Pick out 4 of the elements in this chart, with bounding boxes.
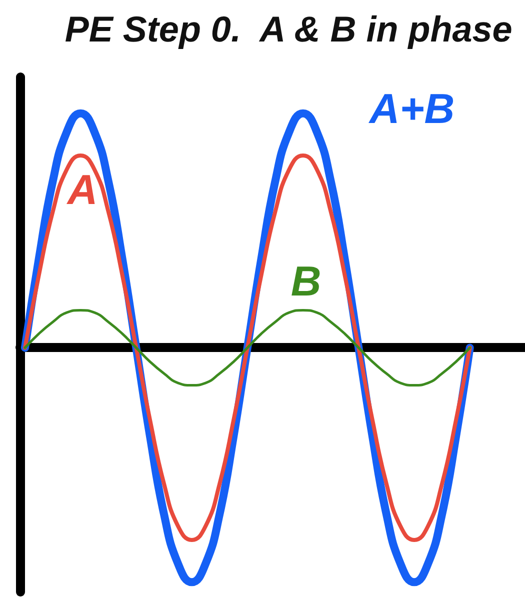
chart-title: PE Step 0. A & B in phase [64,8,512,50]
series-label: A+B [368,84,455,132]
series-label: B [290,258,322,305]
series-label: A [66,166,98,214]
